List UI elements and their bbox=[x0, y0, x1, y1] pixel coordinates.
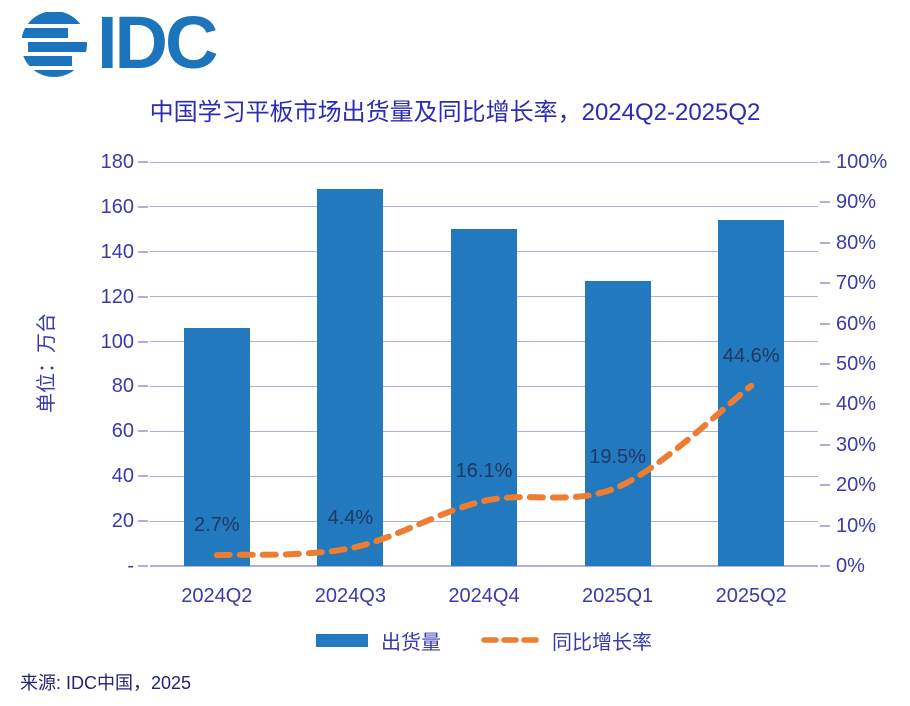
right-axis-tick-label: 0% bbox=[836, 555, 865, 577]
left-axis-tick bbox=[138, 430, 148, 433]
right-axis-tick bbox=[820, 201, 830, 204]
growth-rate-line bbox=[213, 382, 755, 559]
left-axis-tick bbox=[138, 161, 148, 163]
legend-label-growth: 同比增长率 bbox=[552, 631, 652, 654]
legend-bar-swatch bbox=[316, 633, 368, 647]
idc-globe-icon bbox=[22, 12, 87, 77]
data-label-2025Q1: 19.5% bbox=[589, 446, 646, 469]
left-axis-tick bbox=[138, 565, 148, 567]
right-axis-tick bbox=[820, 241, 830, 244]
legend-label-shipments: 出货量 bbox=[381, 631, 441, 654]
right-axis-tick bbox=[820, 403, 830, 406]
gridline bbox=[150, 206, 818, 208]
data-label-2025Q2: 44.6% bbox=[722, 344, 780, 367]
right-axis-tick bbox=[820, 443, 830, 446]
right-axis-tick bbox=[820, 524, 830, 527]
left-axis-tick bbox=[138, 385, 148, 388]
bar-2024Q2 bbox=[183, 328, 250, 566]
right-axis-tick-label: 100% bbox=[836, 151, 888, 173]
idc-logo-text: IDC bbox=[97, 1, 218, 84]
left-axis-tick-label: 140 bbox=[100, 240, 134, 263]
right-axis-tick bbox=[820, 161, 830, 163]
right-axis-tick bbox=[820, 282, 830, 285]
left-axis-tick-label: 60 bbox=[111, 420, 134, 443]
right-axis-tick-label: 90% bbox=[836, 191, 877, 214]
left-axis-tick-label: 40 bbox=[111, 465, 134, 488]
left-axis-tick-label: 180 bbox=[100, 151, 134, 173]
growth-rate-path bbox=[213, 382, 755, 559]
chart-title: 中国学习平板市场出货量及同比增长率，2024Q2-2025Q2 bbox=[149, 99, 761, 126]
left-axis-tick-label: 80 bbox=[111, 375, 134, 398]
bar-2025Q1 bbox=[584, 280, 651, 566]
right-axis-tick bbox=[820, 565, 830, 567]
idc-logo: IDC bbox=[20, 1, 218, 84]
right-axis-tick-label: 30% bbox=[836, 433, 877, 456]
gridline bbox=[150, 161, 818, 163]
bar-2024Q3 bbox=[317, 188, 384, 566]
legend: 出货量 同比增长率 bbox=[150, 627, 818, 654]
right-axis-tick bbox=[820, 363, 830, 365]
left-axis-tick bbox=[138, 205, 148, 208]
left-axis-tick bbox=[138, 250, 148, 253]
left-axis-tick bbox=[138, 295, 148, 298]
left-axis-tick-label: 120 bbox=[100, 285, 134, 308]
right-axis-tick-label: 60% bbox=[836, 312, 877, 335]
right-axis-tick-label: 70% bbox=[836, 272, 877, 295]
gridline bbox=[150, 565, 818, 567]
left-axis-tick bbox=[138, 475, 148, 478]
data-label-2024Q4: 16.1% bbox=[455, 459, 513, 482]
bar-2025Q2 bbox=[718, 220, 785, 566]
right-axis-tick-label: 50% bbox=[836, 353, 877, 375]
plot-area: 2.7% 4.4% 16.1% 19.5% 44.6% bbox=[150, 161, 818, 567]
left-axis-tick-label: 100 bbox=[100, 330, 134, 353]
x-axis-label: 2024Q3 bbox=[314, 585, 386, 607]
left-axis-tick bbox=[138, 520, 148, 523]
left-axis-tick bbox=[138, 340, 148, 343]
left-axis-tick-label: 160 bbox=[100, 195, 134, 218]
right-axis-tick bbox=[820, 484, 830, 487]
left-axis-tick-label: - bbox=[127, 555, 134, 577]
source-note: 来源: IDC中国，2025 bbox=[20, 673, 192, 693]
x-axis-label: 2025Q1 bbox=[582, 585, 654, 607]
right-axis-tick-label: 80% bbox=[836, 231, 877, 254]
legend-dashed-line-swatch bbox=[481, 637, 539, 643]
x-axis-label: 2025Q2 bbox=[715, 585, 787, 607]
data-label-2024Q2: 2.7% bbox=[194, 514, 240, 537]
right-axis-tick bbox=[820, 322, 830, 325]
right-axis-tick-label: 20% bbox=[836, 474, 877, 497]
right-axis-tick-label: 10% bbox=[836, 514, 877, 537]
x-axis-label: 2024Q2 bbox=[181, 585, 253, 607]
right-axis-tick-label: 40% bbox=[836, 393, 877, 416]
x-axis-label: 2024Q4 bbox=[448, 585, 520, 607]
data-label-2024Q3: 4.4% bbox=[327, 507, 374, 530]
left-axis-tick-label: 20 bbox=[111, 510, 134, 533]
